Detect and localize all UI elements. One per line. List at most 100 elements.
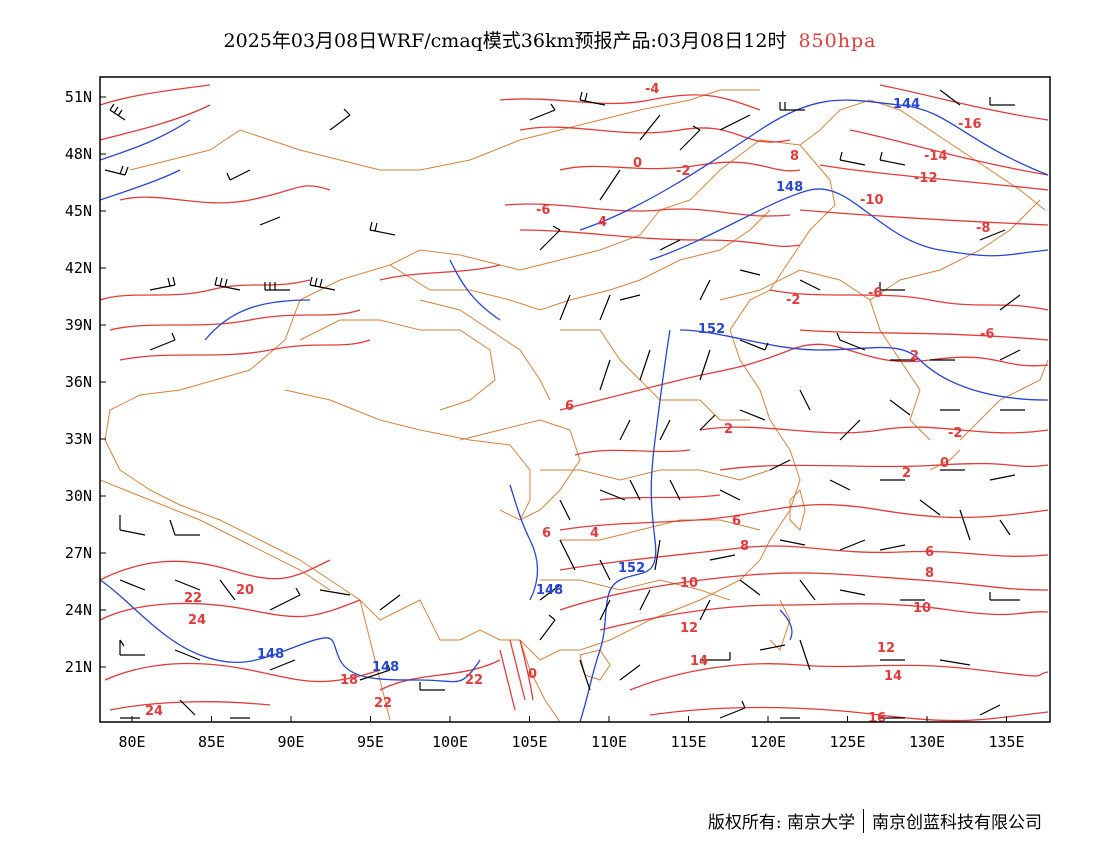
border-indochina bbox=[519, 639, 561, 722]
lat-label: 33N bbox=[65, 430, 92, 448]
wind-barb bbox=[319, 589, 351, 596]
temp-label: -8 bbox=[976, 221, 990, 236]
wind-barb bbox=[679, 125, 701, 151]
lon-label: 125E bbox=[829, 733, 865, 751]
wind-barb bbox=[719, 700, 746, 719]
temp-contour bbox=[100, 279, 311, 301]
temp-contour bbox=[599, 603, 1049, 631]
wind-barb bbox=[989, 474, 1016, 481]
wind-barbs bbox=[104, 89, 1025, 719]
wind-barb bbox=[619, 294, 641, 301]
wind-barb bbox=[739, 579, 761, 596]
temp-contour bbox=[559, 503, 1049, 531]
wind-barb bbox=[419, 682, 445, 691]
height-contour bbox=[100, 119, 191, 161]
wind-barb bbox=[226, 169, 251, 181]
temp-contour bbox=[100, 84, 211, 106]
temp-label: 8 bbox=[925, 566, 934, 581]
temp-label: 6 bbox=[732, 514, 741, 529]
map-title: 2025年03月08日WRF/cmaq模式36km预报产品:03月08日12时 8… bbox=[0, 26, 1100, 53]
border-myanmar bbox=[359, 599, 391, 721]
lat-label: 36N bbox=[65, 373, 92, 391]
temp-contour bbox=[574, 449, 691, 456]
wind-barb bbox=[119, 639, 145, 656]
wind-barb bbox=[559, 294, 571, 321]
temp-label: 8 bbox=[740, 539, 749, 554]
temp-label: -2 bbox=[676, 164, 690, 179]
footer-separator bbox=[863, 808, 864, 833]
lon-label: 115E bbox=[670, 733, 706, 751]
wind-barb bbox=[799, 639, 811, 671]
height-contour bbox=[100, 579, 481, 683]
lon-label: 120E bbox=[750, 733, 786, 751]
border-gansu bbox=[419, 299, 551, 401]
wind-barb bbox=[119, 515, 146, 536]
wind-barb bbox=[639, 114, 661, 141]
wind-barb bbox=[779, 102, 805, 111]
wind-barb bbox=[169, 519, 200, 536]
wind-barb bbox=[559, 499, 571, 521]
height-contour bbox=[100, 169, 181, 201]
wind-barb bbox=[599, 169, 621, 201]
lon-label: 110E bbox=[591, 733, 627, 751]
wind-barb bbox=[599, 294, 611, 321]
height-contour bbox=[579, 99, 1049, 231]
temp-label: 10 bbox=[680, 576, 698, 591]
wind-barb bbox=[879, 282, 905, 291]
border-mongolia-north bbox=[129, 89, 760, 171]
wind-barb bbox=[699, 279, 711, 301]
temp-contour bbox=[499, 94, 761, 111]
wind-barb bbox=[989, 592, 1020, 601]
wind-barb bbox=[999, 349, 1021, 361]
temp-label: 12 bbox=[680, 621, 698, 636]
temp-label: 22 bbox=[184, 591, 202, 606]
border-china-outline bbox=[104, 139, 836, 661]
temp-label: -6 bbox=[980, 327, 994, 342]
temp-label: 2 bbox=[724, 422, 733, 437]
temp-contour bbox=[509, 639, 526, 701]
latitude-axis: 51N 48N 45N 42N 39N 36N 33N 30N 27N 24N 21N bbox=[65, 88, 106, 676]
temp-label: 0 bbox=[633, 156, 642, 171]
wind-barb bbox=[269, 587, 301, 611]
temp-label: -16 bbox=[958, 117, 982, 132]
wind-barb bbox=[109, 103, 126, 121]
wind-barb bbox=[309, 276, 336, 291]
lon-label: 105E bbox=[511, 733, 547, 751]
temp-contour bbox=[104, 662, 381, 683]
wind-barb bbox=[599, 559, 611, 581]
height-contour bbox=[779, 609, 793, 641]
wind-barb bbox=[659, 239, 681, 251]
lat-label: 45N bbox=[65, 202, 92, 220]
border-japan-south bbox=[929, 449, 961, 471]
wind-barb bbox=[174, 579, 201, 591]
temp-label: 6 bbox=[925, 545, 934, 560]
wind-barb bbox=[739, 269, 761, 276]
wind-barb bbox=[629, 479, 641, 501]
temp-contour bbox=[519, 229, 801, 248]
temp-contour bbox=[819, 164, 1049, 191]
wind-barb bbox=[999, 519, 1011, 536]
lat-label: 51N bbox=[65, 88, 92, 106]
wind-barb bbox=[836, 332, 866, 351]
wind-barb bbox=[709, 554, 736, 561]
temp-contour bbox=[559, 161, 801, 172]
wind-barb bbox=[264, 282, 290, 291]
temp-contour bbox=[100, 104, 211, 141]
temp-label: -4 bbox=[645, 82, 659, 97]
border-inner-mongolia bbox=[389, 209, 771, 311]
temp-label: 14 bbox=[884, 669, 902, 684]
height-contour bbox=[649, 188, 1049, 261]
temp-contour bbox=[379, 264, 501, 281]
temp-contour bbox=[719, 462, 1049, 471]
wind-barb bbox=[669, 479, 681, 501]
lat-label: 27N bbox=[65, 544, 92, 562]
lat-label: 42N bbox=[65, 259, 92, 277]
temp-contour bbox=[379, 659, 501, 691]
wind-barb bbox=[989, 97, 1015, 106]
height-contours bbox=[100, 99, 1049, 722]
wind-barb bbox=[799, 579, 816, 601]
height-label: 152 bbox=[618, 561, 645, 576]
temp-label: -2 bbox=[786, 293, 800, 308]
lon-label: 95E bbox=[357, 733, 384, 751]
height-contour bbox=[204, 299, 311, 341]
